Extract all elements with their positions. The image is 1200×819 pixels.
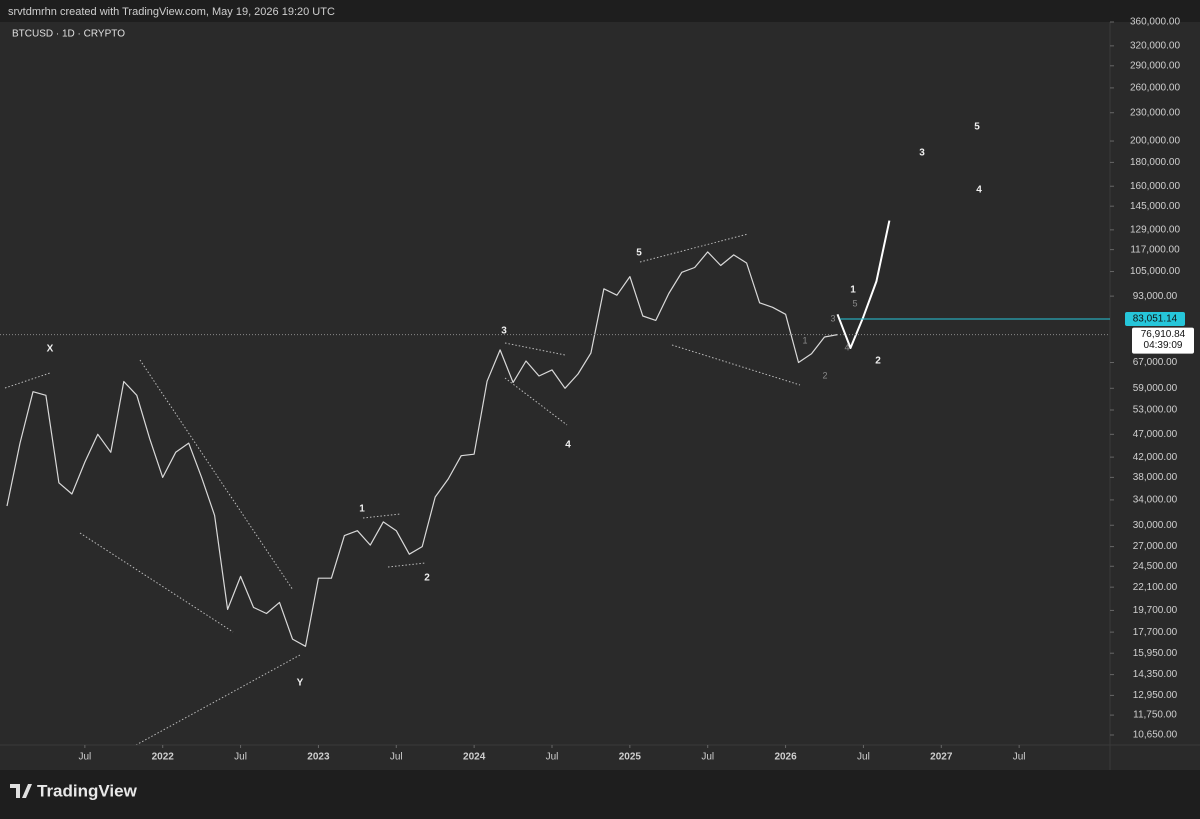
x-tick-label: Jul xyxy=(546,752,559,763)
price-line xyxy=(6,251,838,647)
x-tick-label: 2025 xyxy=(619,752,642,763)
y-tick-label: 22,100.00 xyxy=(1133,582,1178,593)
y-tick-label: 117,000.00 xyxy=(1130,244,1180,255)
y-tick-label: 11,750.00 xyxy=(1133,710,1177,721)
y-tick-label: 180,000.00 xyxy=(1130,157,1180,168)
x-tick-label: 2027 xyxy=(930,752,953,763)
y-tick-label: 24,500.00 xyxy=(1133,561,1178,572)
price-box xyxy=(1132,327,1194,354)
wave-label: 3 xyxy=(501,326,507,337)
logo: TradingView xyxy=(10,781,138,800)
y-tick-label: 34,000.00 xyxy=(1133,495,1178,506)
y-tick-label: 38,000.00 xyxy=(1133,472,1178,483)
x-tick-label: Jul xyxy=(857,752,870,763)
y-tick-label: 360,000.00 xyxy=(1130,17,1180,28)
wave-label: 3 xyxy=(830,313,835,323)
wave-label: 1 xyxy=(850,285,856,296)
y-tick-label: 59,000.00 xyxy=(1133,383,1178,394)
x-tick-label: Jul xyxy=(234,752,247,763)
logo-mark xyxy=(10,784,32,798)
wave-label: 1 xyxy=(802,335,807,345)
price-label: 76,910.84 xyxy=(1141,329,1186,340)
logo-text: TradingView xyxy=(37,781,138,800)
wave-label: 2 xyxy=(875,356,881,367)
y-tick-label: 93,000.00 xyxy=(1133,291,1178,302)
y-tick-label: 47,000.00 xyxy=(1133,429,1178,440)
wave-label: 3 xyxy=(919,148,925,159)
countdown-label: 04:39:09 xyxy=(1144,340,1183,351)
y-tick-label: 14,350.00 xyxy=(1133,669,1178,680)
wave-label: 2 xyxy=(822,370,827,380)
x-tick-label: 2026 xyxy=(774,752,797,763)
symbol-title: BTCUSD · 1D · CRYPTO xyxy=(12,29,125,40)
trend-line xyxy=(4,233,801,746)
x-tick-label: 2022 xyxy=(152,752,175,763)
y-tick-label: 160,000.00 xyxy=(1130,181,1180,192)
price-box xyxy=(1125,312,1185,327)
y-tick-label: 30,000.00 xyxy=(1133,520,1178,531)
wave-label: 5 xyxy=(636,248,642,259)
y-tick-label: 290,000.00 xyxy=(1130,60,1180,71)
wave-label: 4 xyxy=(565,440,571,451)
x-tick-label: 2023 xyxy=(307,752,330,763)
y-tick-label: 105,000.00 xyxy=(1130,266,1180,277)
x-tick-label: Jul xyxy=(78,752,91,763)
projection-line xyxy=(836,220,891,349)
wave-label: 1 xyxy=(359,504,365,515)
y-tick-label: 15,950.00 xyxy=(1133,648,1178,659)
wave-label: Y xyxy=(297,678,304,689)
y-tick-label: 53,000.00 xyxy=(1133,405,1178,416)
header-text: srvtdmrhn created with TradingView.com, … xyxy=(8,6,335,18)
wave-label: 4 xyxy=(844,342,849,352)
wave-label: 5 xyxy=(852,298,857,308)
y-tick-label: 19,700.00 xyxy=(1133,605,1178,616)
wave-label: 2 xyxy=(424,573,430,584)
y-tick-label: 320,000.00 xyxy=(1130,40,1180,51)
y-tick-label: 12,950.00 xyxy=(1133,690,1178,701)
y-tick-label: 200,000.00 xyxy=(1130,136,1180,147)
y-tick-label: 67,000.00 xyxy=(1133,357,1178,368)
y-tick-label: 10,650.00 xyxy=(1133,730,1178,741)
x-tick-label: Jul xyxy=(701,752,714,763)
y-tick-label: 129,000.00 xyxy=(1130,224,1180,235)
x-tick-label: Jul xyxy=(390,752,403,763)
y-tick-label: 260,000.00 xyxy=(1130,83,1180,94)
x-tick-label: 2024 xyxy=(463,752,486,763)
wave-label: X xyxy=(47,344,54,355)
y-tick-label: 230,000.00 xyxy=(1130,107,1180,118)
wave-label: 5 xyxy=(974,122,980,133)
y-tick-label: 17,700.00 xyxy=(1133,627,1178,638)
plot-area xyxy=(0,22,1200,770)
y-tick-label: 145,000.00 xyxy=(1130,201,1180,212)
y-tick-label: 42,000.00 xyxy=(1133,452,1178,463)
y-tick-label: 27,000.00 xyxy=(1133,541,1178,552)
trend-lines xyxy=(4,233,801,746)
x-tick-label: Jul xyxy=(1013,752,1026,763)
price-label: 83,051.14 xyxy=(1133,314,1178,325)
wave-label: 4 xyxy=(976,185,982,196)
